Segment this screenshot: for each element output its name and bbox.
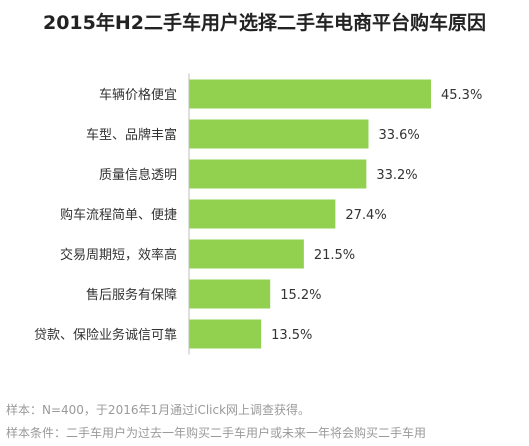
category-label: 售后服务有保障: [86, 287, 177, 303]
value-label: 15.2%: [280, 288, 321, 303]
bar: [189, 159, 367, 189]
chart-title: 2015年H2二手车用户选择二手车电商平台购车原因: [42, 12, 486, 34]
value-label: 13.5%: [271, 328, 312, 343]
bar: [189, 199, 336, 229]
bar: [189, 279, 271, 309]
category-label: 购车流程简单、便捷: [60, 207, 177, 223]
sample-condition-note: 样本条件：二手车用户为过去一年购买二手车用户或未来一年将会购买二手车用: [6, 426, 427, 440]
category-label: 贷款、保险业务诚信可靠: [34, 327, 177, 343]
bar: [189, 119, 369, 149]
bar: [189, 239, 304, 269]
value-label: 21.5%: [314, 248, 355, 263]
category-label: 交易周期短，效率高: [60, 247, 177, 263]
category-label: 质量信息透明: [99, 167, 177, 183]
value-label: 27.4%: [345, 208, 386, 223]
value-label: 33.6%: [378, 128, 419, 143]
bar: [189, 79, 431, 109]
value-label: 33.2%: [376, 168, 417, 183]
bar: [189, 319, 262, 349]
category-label: 车辆价格便宜: [99, 87, 177, 103]
value-label: 45.3%: [441, 88, 482, 103]
sample-note: 样本：N=400，于2016年1月通过iClick网上调查获得。: [6, 403, 311, 417]
category-label: 车型、品牌丰富: [86, 127, 177, 143]
